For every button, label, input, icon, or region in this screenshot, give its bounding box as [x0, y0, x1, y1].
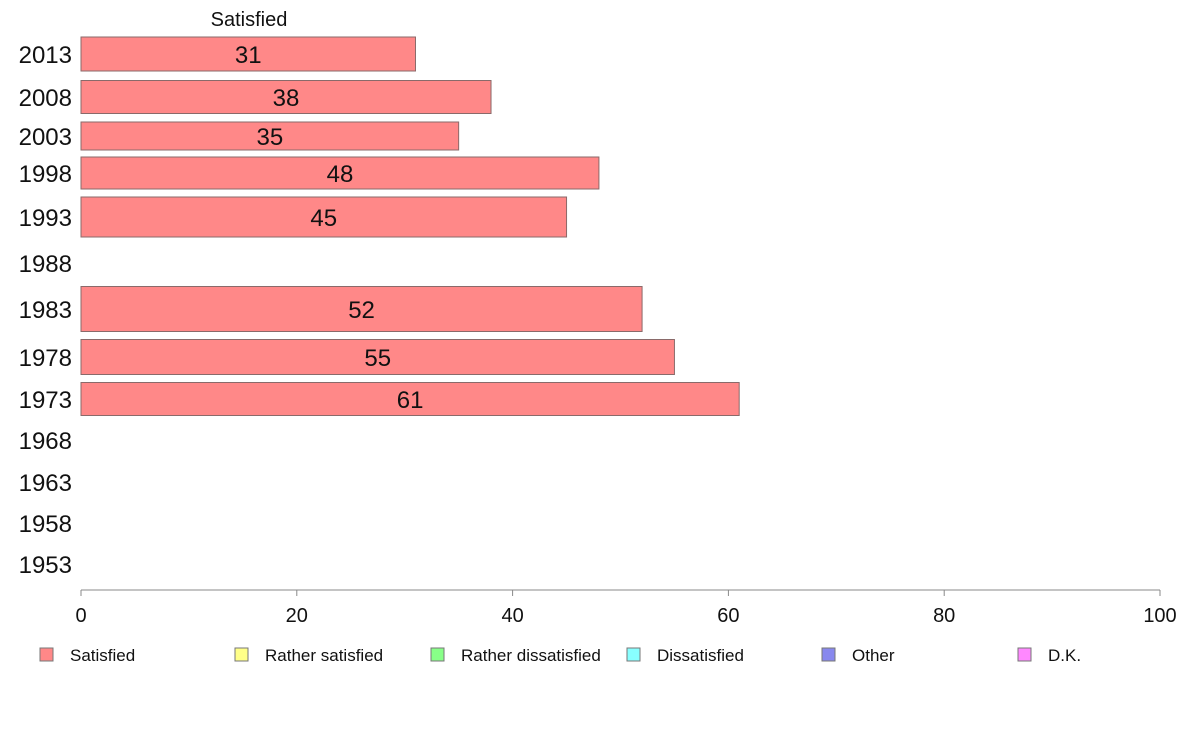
y-tick-label: 1953 — [19, 552, 72, 579]
y-tick-label: 2003 — [19, 124, 72, 151]
chart-title: Satisfied — [211, 9, 288, 31]
data-label: 45 — [310, 205, 337, 232]
bar — [80, 156, 600, 190]
x-tick-label: 80 — [933, 605, 955, 627]
data-label: 31 — [235, 42, 262, 69]
y-tick-label: 1958 — [19, 511, 72, 538]
legend-swatch — [234, 647, 249, 662]
y-tick-label: 1983 — [19, 297, 72, 324]
x-tick-label: 40 — [501, 605, 523, 627]
y-axis-ticks: 2013 2008 2003 1998 1993 1988 1983 1978 1973 1968… — [19, 42, 72, 579]
bar — [80, 382, 740, 416]
bar — [80, 286, 643, 332]
y-tick-label: 1988 — [19, 251, 72, 278]
data-label: 61 — [397, 387, 424, 414]
legend-swatch — [1017, 647, 1032, 662]
legend-swatch — [39, 647, 54, 662]
legend-label: Other — [852, 646, 895, 665]
data-label: 52 — [348, 297, 375, 324]
legend-swatch — [821, 647, 836, 662]
legend-swatch — [626, 647, 641, 662]
bar — [80, 80, 492, 114]
legend: Satisfied Rather satisfied Rather dissatis… — [39, 646, 1081, 665]
legend-label: Rather dissatisfied — [461, 646, 601, 665]
x-axis: 0 20 40 60 80 100 — [75, 589, 1177, 627]
bar — [80, 196, 568, 238]
bar — [80, 339, 675, 375]
x-tick-label: 20 — [286, 605, 308, 627]
y-tick-label: 1993 — [19, 205, 72, 232]
data-label: 48 — [327, 161, 354, 188]
y-tick-label: 2008 — [19, 85, 72, 112]
y-tick-label: 1963 — [19, 470, 72, 497]
legend-label: Dissatisfied — [657, 646, 744, 665]
y-tick-label: 1978 — [19, 345, 72, 372]
x-tick-label: 100 — [1143, 605, 1176, 627]
data-label: 38 — [273, 85, 300, 112]
y-tick-label: 1998 — [19, 161, 72, 188]
data-label: 55 — [364, 345, 391, 372]
legend-label: Rather satisfied — [265, 646, 383, 665]
bar — [80, 121, 460, 151]
y-tick-label: 1973 — [19, 387, 72, 414]
y-tick-label: 1968 — [19, 428, 72, 455]
legend-label: Satisfied — [70, 646, 135, 665]
data-label: 35 — [256, 124, 283, 151]
legend-label: D.K. — [1048, 646, 1081, 665]
legend-swatch — [430, 647, 445, 662]
bar — [80, 36, 416, 72]
x-tick-label: 60 — [717, 605, 739, 627]
y-tick-label: 2013 — [19, 42, 72, 69]
x-tick-label: 0 — [75, 605, 86, 627]
